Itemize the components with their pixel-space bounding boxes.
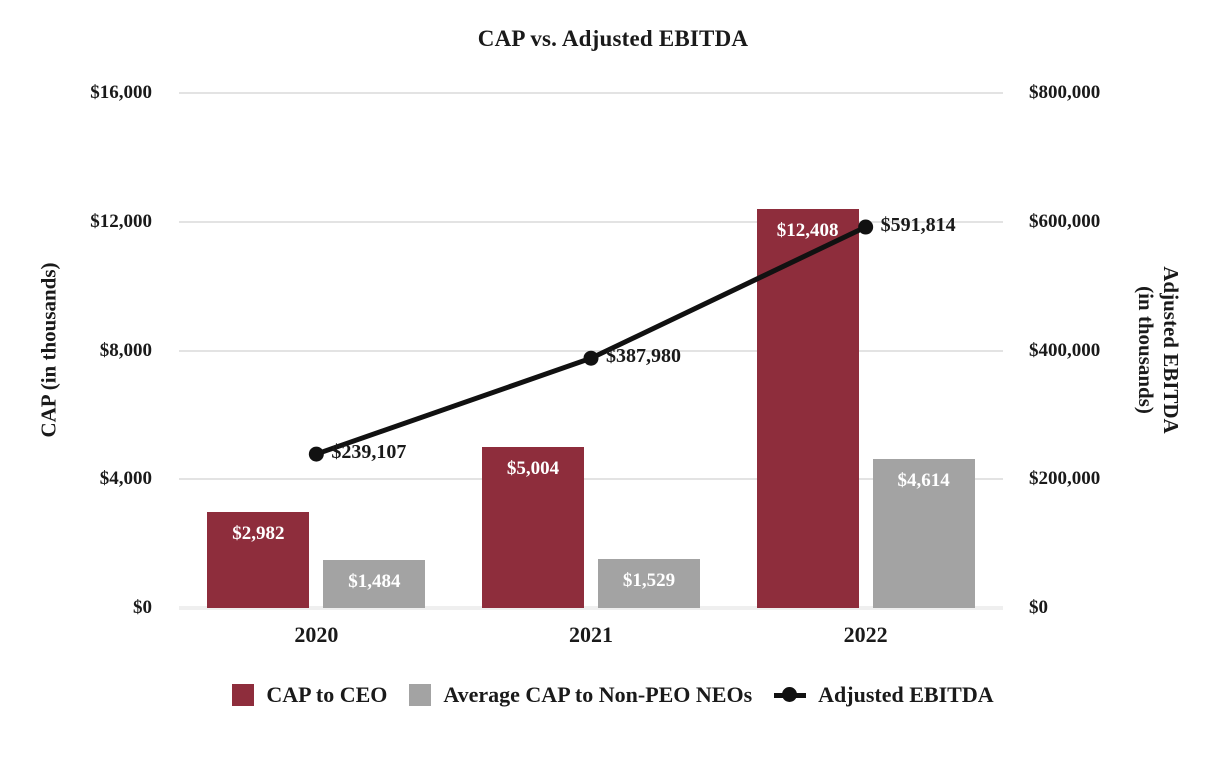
right-axis-tick-label: $0: [1029, 597, 1048, 618]
bar-value-label: $12,408: [776, 219, 839, 241]
left-axis-tick-label: $16,000: [90, 82, 152, 103]
legend: CAP to CEO Average CAP to Non-PEO NEOs A…: [0, 682, 1226, 708]
right-axis-title-line1: Adjusted EBITDA: [1158, 266, 1183, 434]
chart-title: CAP vs. Adjusted EBITDA: [477, 26, 749, 51]
line-point-value-label: $387,980: [606, 345, 681, 368]
legend-label: CAP to CEO: [266, 682, 388, 707]
left-axis-tick-label: $12,000: [90, 210, 152, 232]
bar-avg-cap-neos: [323, 560, 426, 608]
bar-cap-to-ceo: [482, 446, 584, 608]
x-axis-category-label: 2021: [569, 622, 613, 647]
bar-avg-cap-neos: [598, 558, 700, 608]
bar-value-label: $1,529: [622, 569, 676, 591]
bar-value-label: $2,982: [232, 523, 285, 545]
bar-value-label: $4,614: [897, 470, 950, 492]
bar-cap-to-ceo: [756, 208, 859, 608]
line-point-value-label: $239,107: [331, 441, 407, 464]
right-axis-tick-label: $800,000: [1029, 82, 1101, 103]
gridline: [179, 349, 1003, 352]
ceo-bar-swatch-icon: [232, 684, 255, 706]
legend-label: Adjusted EBITDA: [818, 682, 994, 707]
line-point-marker-icon: [308, 446, 324, 462]
line-point-marker-icon: [583, 350, 599, 366]
bar-cap-to-ceo: [207, 512, 310, 608]
line-marker-swatch-icon: [774, 684, 807, 706]
left-axis-tick-label: $0: [133, 597, 152, 618]
legend-item-adjusted-ebitda: Adjusted EBITDA: [774, 682, 994, 708]
legend-label: Average CAP to Non-PEO NEOs: [443, 682, 753, 707]
right-axis-tick-label: $400,000: [1029, 339, 1101, 361]
gridline: [179, 220, 1003, 223]
x-axis-category-label: 2022: [843, 622, 888, 647]
gridline: [179, 606, 1003, 610]
legend-item-cap-to-ceo: CAP to CEO: [232, 682, 387, 708]
right-axis-title-line2: (in thousands): [1134, 286, 1158, 414]
left-axis-tick-label: $8,000: [99, 339, 152, 361]
left-axis-tick-label: $4,000: [99, 468, 152, 490]
right-axis-tick-label: $600,000: [1029, 210, 1101, 232]
legend-item-avg-cap-neos: Average CAP to Non-PEO NEOs: [409, 682, 752, 708]
right-axis-tick-label: $200,000: [1029, 468, 1101, 490]
bar-value-label: $5,004: [506, 457, 560, 479]
right-axis-title: Adjusted EBITDA (in thousands): [1133, 266, 1183, 433]
bar-avg-cap-neos: [872, 459, 975, 608]
gridline: [179, 478, 1003, 481]
bar-value-label: $1,484: [348, 571, 401, 593]
x-axis-category-label: 2020: [294, 622, 339, 647]
neo-bar-swatch-icon: [409, 684, 432, 706]
gridline: [179, 92, 1003, 94]
line-point-value-label: $591,814: [880, 214, 956, 237]
